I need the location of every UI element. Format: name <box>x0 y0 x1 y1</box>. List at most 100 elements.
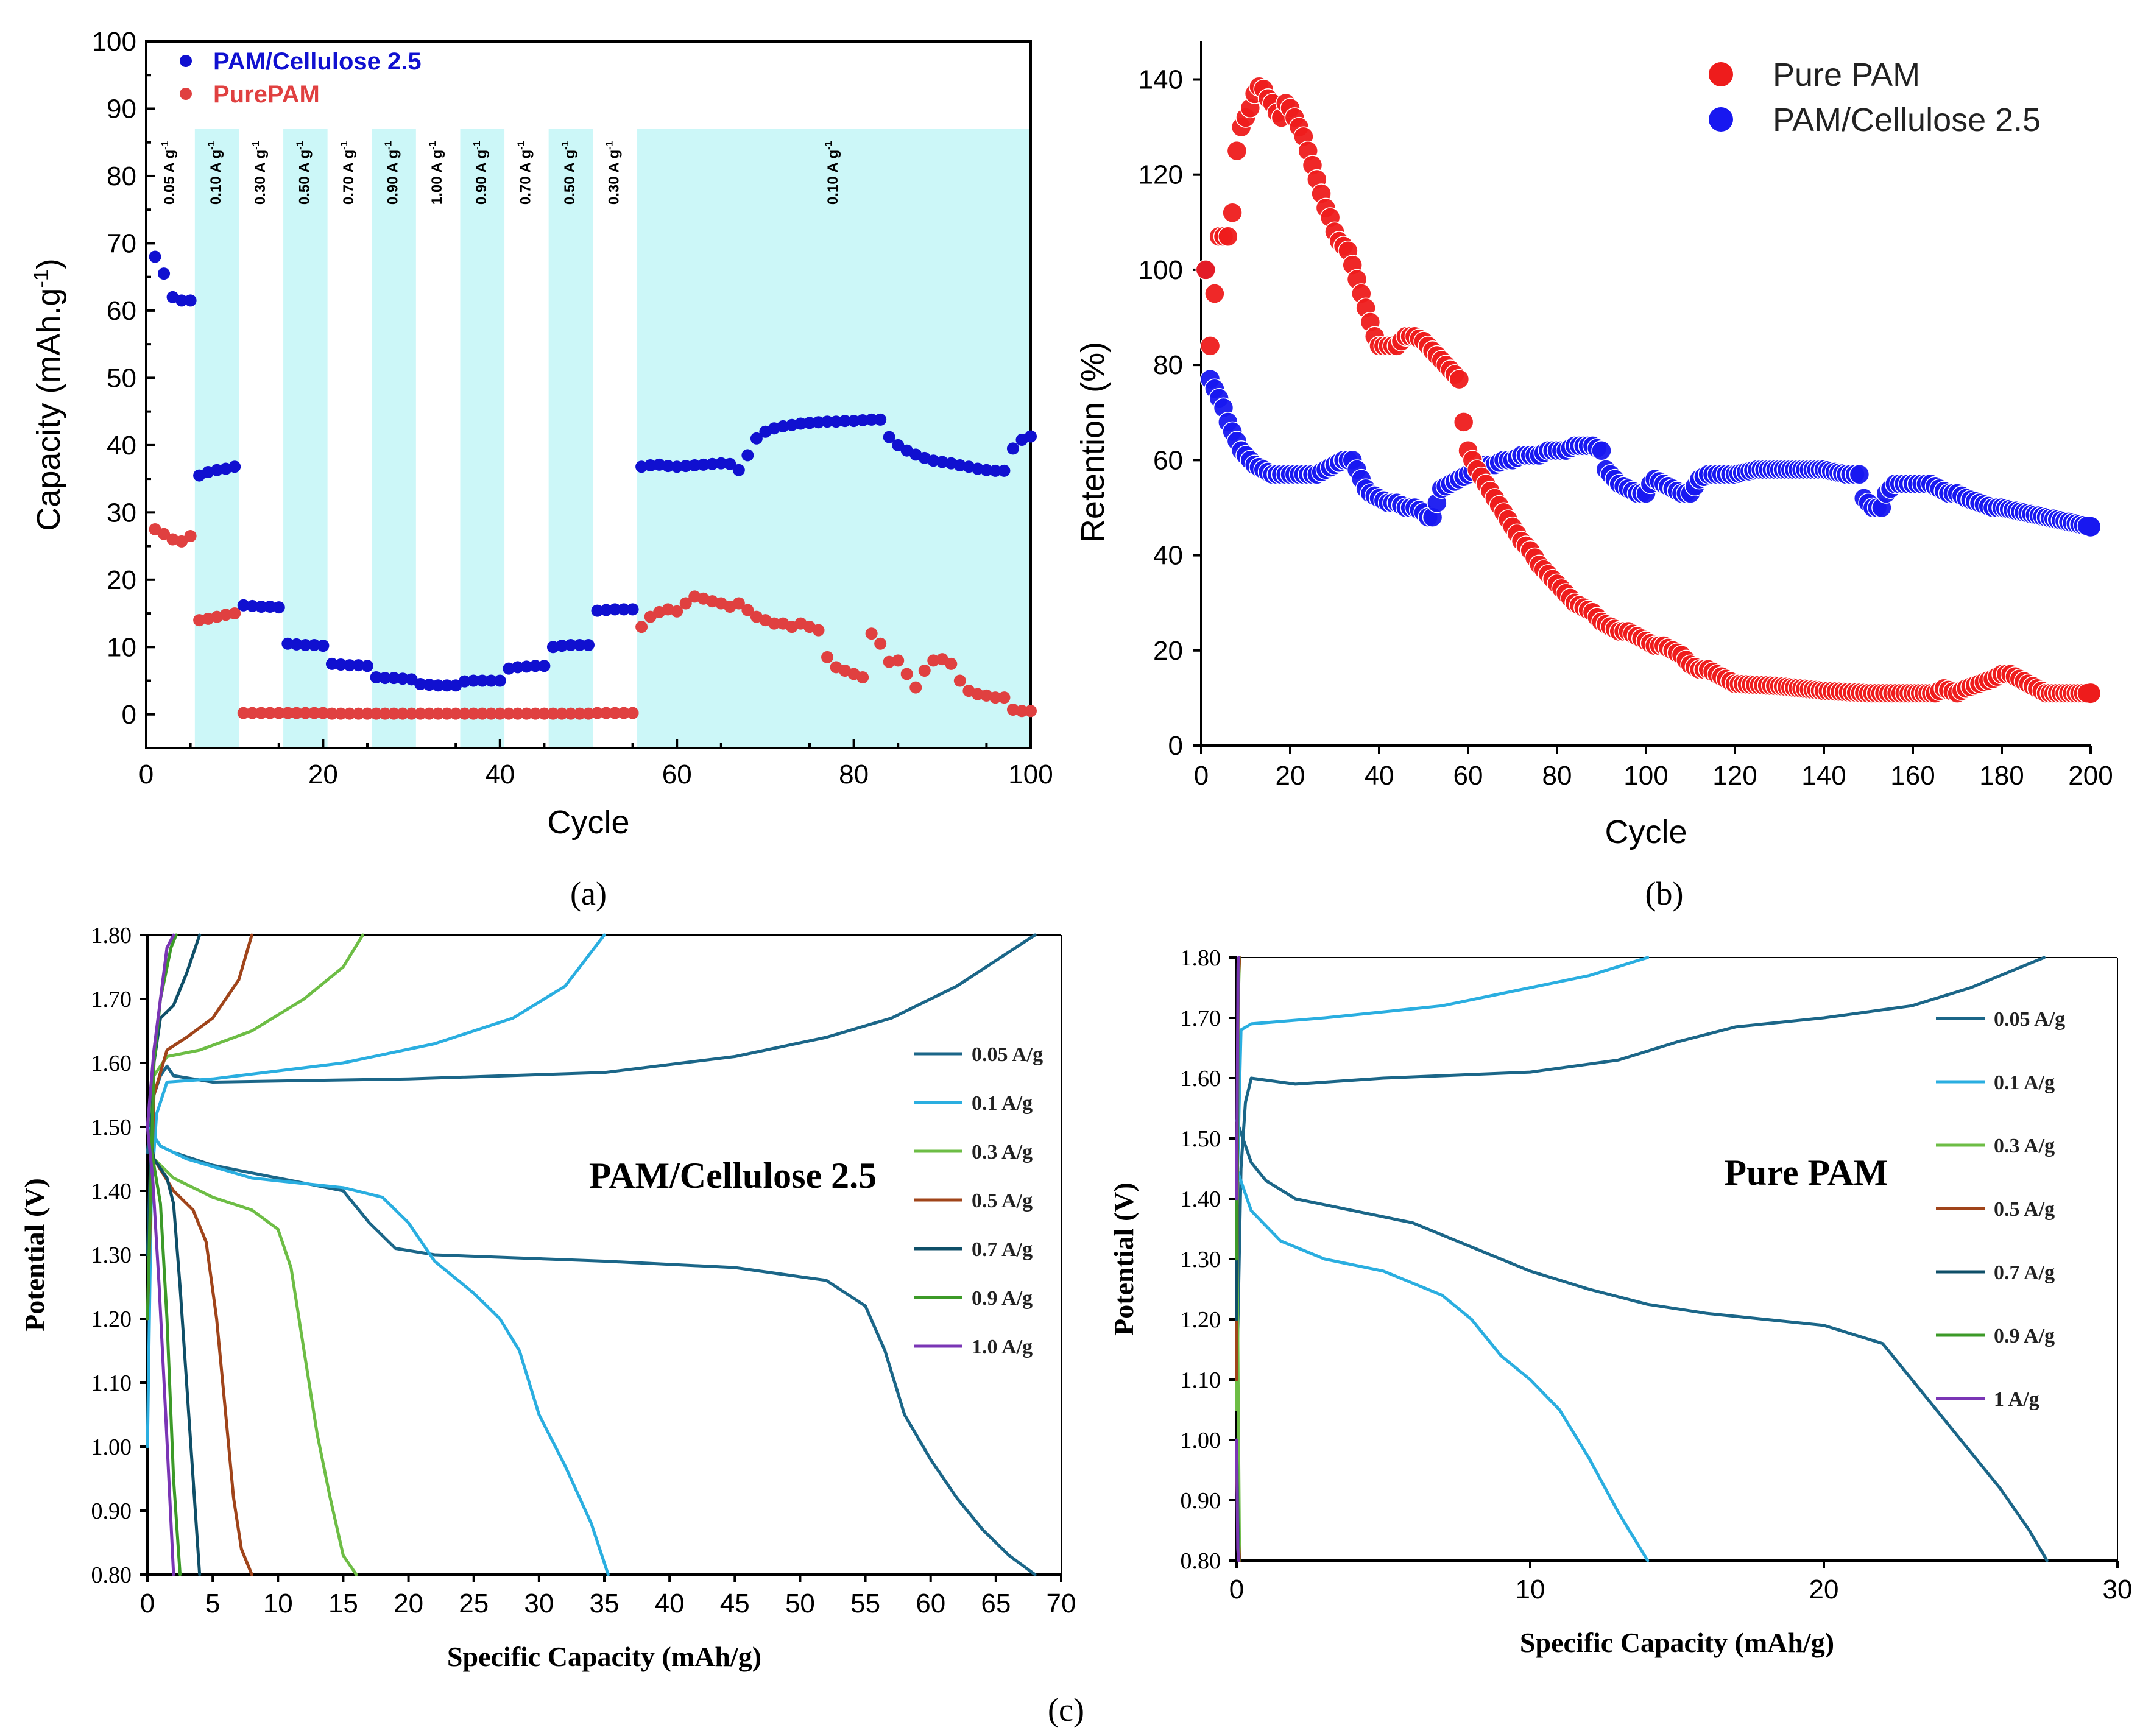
x-tick-label: 15 <box>328 1589 358 1618</box>
data-point <box>387 672 400 685</box>
data-point <box>503 707 515 720</box>
rate-band <box>194 129 239 749</box>
x-tick-label: 25 <box>459 1589 489 1618</box>
x-axis-label: Specific Capacity (mAh/g) <box>447 1641 761 1672</box>
data-point <box>1025 705 1037 718</box>
y-tick-label: 0.80 <box>1181 1548 1221 1574</box>
panel-b: 0 20 40 60 80 100 120 140 160 180 200 0 20 40 60 80 100 1… <box>1075 41 2113 912</box>
data-point <box>325 707 338 720</box>
data-point <box>493 674 506 687</box>
data-point <box>706 457 719 470</box>
data-point <box>556 707 568 720</box>
data-point <box>1015 705 1028 718</box>
data-point <box>370 707 383 720</box>
data-point <box>847 415 860 428</box>
data-point <box>741 604 754 616</box>
data-point <box>582 638 595 651</box>
rate-band <box>548 129 593 749</box>
data-point <box>980 464 993 476</box>
data-point <box>184 530 197 542</box>
data-point <box>892 654 905 667</box>
curve-charge <box>146 933 365 1129</box>
rate-band <box>283 129 328 749</box>
data-point <box>529 660 542 672</box>
data-point <box>334 658 347 671</box>
data-point <box>511 661 524 674</box>
data-point <box>688 459 701 471</box>
data-point <box>255 601 267 613</box>
data-point <box>1218 226 1238 247</box>
legend-label: 0.9 A/g <box>972 1287 1033 1310</box>
data-point <box>450 707 462 720</box>
data-point <box>953 674 966 687</box>
panel-c-right: 0 10 20 30 0.80 0.90 1.00 1.10 1.20 1.30 1.40 1.50 1… <box>1108 945 2132 1658</box>
data-point <box>175 294 188 307</box>
data-point <box>600 707 613 719</box>
data-point <box>865 627 878 640</box>
panel-annotation: PAM/Cellulose 2.5 <box>589 1156 877 1196</box>
data-point <box>732 597 745 610</box>
y-tick-label: 1.30 <box>1181 1247 1221 1272</box>
rate-band <box>460 129 505 749</box>
x-tick-label: 20 <box>308 760 338 789</box>
x-tick-label: 10 <box>1516 1575 1545 1604</box>
x-tick-label: 60 <box>1453 761 1483 791</box>
y-tick-label: 80 <box>1153 350 1183 380</box>
data-point <box>626 603 639 616</box>
data-point <box>299 638 312 651</box>
x-tick-label: 120 <box>1712 761 1757 791</box>
data-point <box>564 638 577 651</box>
data-point <box>272 707 285 719</box>
data-point <box>397 707 409 720</box>
data-point <box>715 457 727 470</box>
data-point <box>237 599 250 612</box>
y-tick-label: 1.70 <box>1181 1006 1221 1031</box>
legend-label: 0.5 A/g <box>972 1190 1033 1212</box>
data-point <box>635 621 648 633</box>
rate-label: 0.10 A g-1 <box>207 141 225 205</box>
data-point <box>2081 683 2100 704</box>
legend-label: 0.7 A/g <box>1994 1261 2055 1284</box>
curve-discharge <box>146 1125 1037 1576</box>
y-tick-label: 1.40 <box>1181 1187 1221 1212</box>
data-point <box>998 464 1011 477</box>
data-point <box>724 457 736 470</box>
legend-label: 0.7 A/g <box>972 1238 1033 1261</box>
y-tick-label: 90 <box>107 94 136 124</box>
data-point <box>493 707 506 720</box>
legend-label: 0.1 A/g <box>1994 1071 2055 1094</box>
y-tick-label: 100 <box>1139 255 1183 285</box>
data-point <box>812 416 825 429</box>
data-point <box>609 603 621 616</box>
data-point <box>1449 369 1470 390</box>
data-point <box>281 637 294 650</box>
legend-label: 0.3 A/g <box>1994 1135 2055 1157</box>
data-point <box>883 431 895 443</box>
data-point <box>538 707 551 720</box>
panel-annotation: Pure PAM <box>1724 1152 1888 1193</box>
data-point <box>343 707 356 720</box>
data-point <box>520 707 533 720</box>
data-point <box>317 640 330 652</box>
data-point <box>1849 464 1870 485</box>
curve-discharge <box>146 1125 610 1576</box>
data-point <box>529 707 542 720</box>
x-axis-label: Cycle <box>1605 814 1687 850</box>
x-tick-label: 5 <box>205 1589 220 1618</box>
data-point <box>564 707 577 720</box>
data-point <box>485 674 498 687</box>
curve-charge <box>1235 956 2046 1394</box>
legend-label: 0.05 A/g <box>1994 1008 2065 1031</box>
rate-label: 0.50 A g-1 <box>295 141 313 205</box>
x-tick-label: 40 <box>655 1589 685 1618</box>
curve-charge <box>146 933 175 1129</box>
y-tick-label: 1.70 <box>91 987 132 1012</box>
legend-marker <box>1709 62 1733 86</box>
y-tick-label: 0 <box>122 700 136 730</box>
y-tick-label: 1.80 <box>1181 945 1221 971</box>
data-point <box>671 605 683 618</box>
data-point <box>812 624 825 637</box>
data-point <box>458 675 471 688</box>
data-point <box>918 664 931 677</box>
